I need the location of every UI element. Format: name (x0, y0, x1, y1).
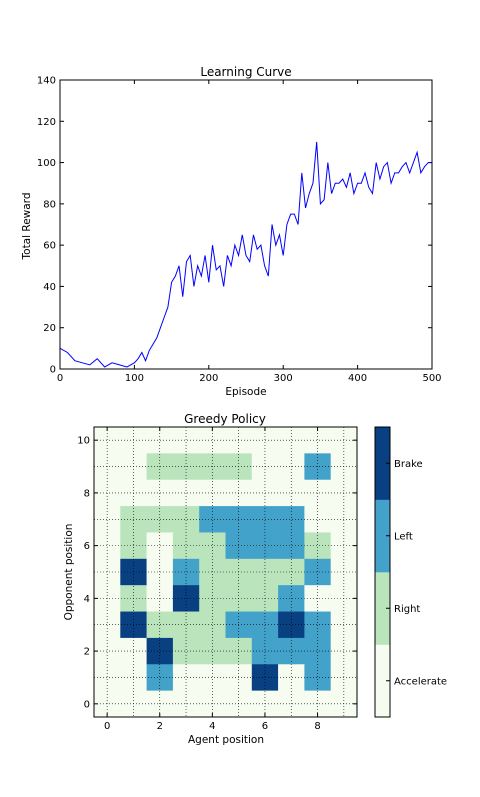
colorbar-segment (375, 499, 390, 573)
x-tick-label: 0 (104, 721, 110, 732)
y-tick-label: 4 (84, 594, 90, 605)
heatmap-cell (172, 611, 200, 639)
heatmap-cell (304, 637, 331, 665)
heatmap-cell (172, 664, 200, 691)
colorbar-label: Left (394, 531, 413, 542)
learning-curve-line (59, 141, 432, 368)
x-tick-label: 6 (262, 721, 268, 732)
y-tick-label: 80 (43, 199, 56, 210)
heatmap-cell (172, 558, 200, 586)
x-tick-label: 0 (57, 373, 63, 384)
colorbar-label: Accelerate (394, 676, 447, 687)
x-tick-label: 8 (314, 721, 320, 732)
colorbar-frame (374, 426, 391, 718)
heatmap-cell (94, 427, 121, 454)
x-tick-label: 300 (274, 373, 293, 384)
heatmap-cell (94, 664, 121, 691)
y-tick-label: 6 (84, 541, 90, 552)
y-tick-label: 120 (37, 117, 56, 128)
heatmap-cell (94, 558, 121, 586)
heatmap-cell (199, 532, 226, 560)
heatmap-cell (278, 558, 305, 586)
greedy-policy-ylabel: Opponent position (63, 524, 75, 621)
greedy-policy-title: Greedy Policy (184, 412, 266, 426)
heatmap-cell (172, 506, 200, 533)
y-tick-label: 20 (43, 323, 56, 334)
x-tick-label: 100 (125, 373, 144, 384)
x-tick-label: 500 (422, 373, 441, 384)
x-tick-label: 200 (199, 373, 218, 384)
learning-curve-ylabel: Total Reward (21, 193, 33, 261)
y-tick-label: 10 (77, 436, 90, 447)
x-tick-label: 2 (157, 721, 163, 732)
heatmap-cell (304, 532, 331, 560)
y-tick-label: 8 (84, 488, 90, 499)
heatmap-cell (278, 506, 305, 533)
x-tick-label: 4 (209, 721, 215, 732)
colorbar-label: Right (394, 604, 420, 615)
heatmap-cell (172, 532, 200, 560)
heatmap-cell (304, 664, 331, 691)
learning-curve-xlabel: Episode (225, 386, 266, 398)
heatmap-cell (278, 532, 305, 560)
learning-curve-frame (59, 79, 433, 370)
colorbar-segment (375, 572, 390, 645)
heatmap-cell (304, 427, 331, 454)
y-tick-label: 100 (37, 158, 56, 169)
heatmap-cell (278, 427, 305, 454)
colorbar-segment (375, 427, 390, 500)
greedy-policy-frame (93, 426, 358, 718)
heatmap-cell (304, 506, 331, 533)
greedy-policy-xlabel: Agent position (188, 734, 264, 746)
greedy-policy-chart: Greedy Policy Agent position Opponent po… (63, 412, 358, 746)
learning-curve-chart: Learning Curve Episode Total Reward 0 100… (21, 65, 442, 398)
y-tick-label: 60 (43, 241, 56, 252)
y-tick-label: 140 (37, 76, 56, 87)
heatmap-cell (304, 558, 331, 586)
heatmap-cell (278, 637, 305, 665)
x-tick-label: 400 (348, 373, 367, 384)
heatmap-cell (94, 532, 121, 560)
y-tick-label: 40 (43, 282, 56, 293)
heatmap-cell (199, 664, 226, 691)
heatmap-cell (199, 558, 226, 586)
heatmap-cell (94, 611, 121, 639)
heatmap-cell (304, 611, 331, 639)
colorbar-segment (375, 644, 390, 718)
heatmap-cell (278, 611, 305, 639)
y-tick-label: 0 (50, 365, 56, 376)
y-tick-label: 0 (84, 699, 90, 710)
colorbar: Accelerate Right Left Brake (374, 426, 447, 718)
heatmap-cell (278, 664, 305, 691)
heatmap-cell (94, 637, 121, 665)
learning-curve-title: Learning Curve (200, 65, 291, 79)
heatmap-cell (199, 506, 226, 533)
colorbar-label: Brake (394, 459, 423, 470)
heatmap-cell (94, 506, 121, 533)
heatmap-cell (199, 637, 226, 665)
heatmap-cell (172, 427, 200, 454)
heatmap-cell (199, 611, 226, 639)
heatmap-cell (172, 637, 200, 665)
y-tick-label: 2 (84, 647, 90, 658)
heatmap-cell (199, 427, 226, 454)
